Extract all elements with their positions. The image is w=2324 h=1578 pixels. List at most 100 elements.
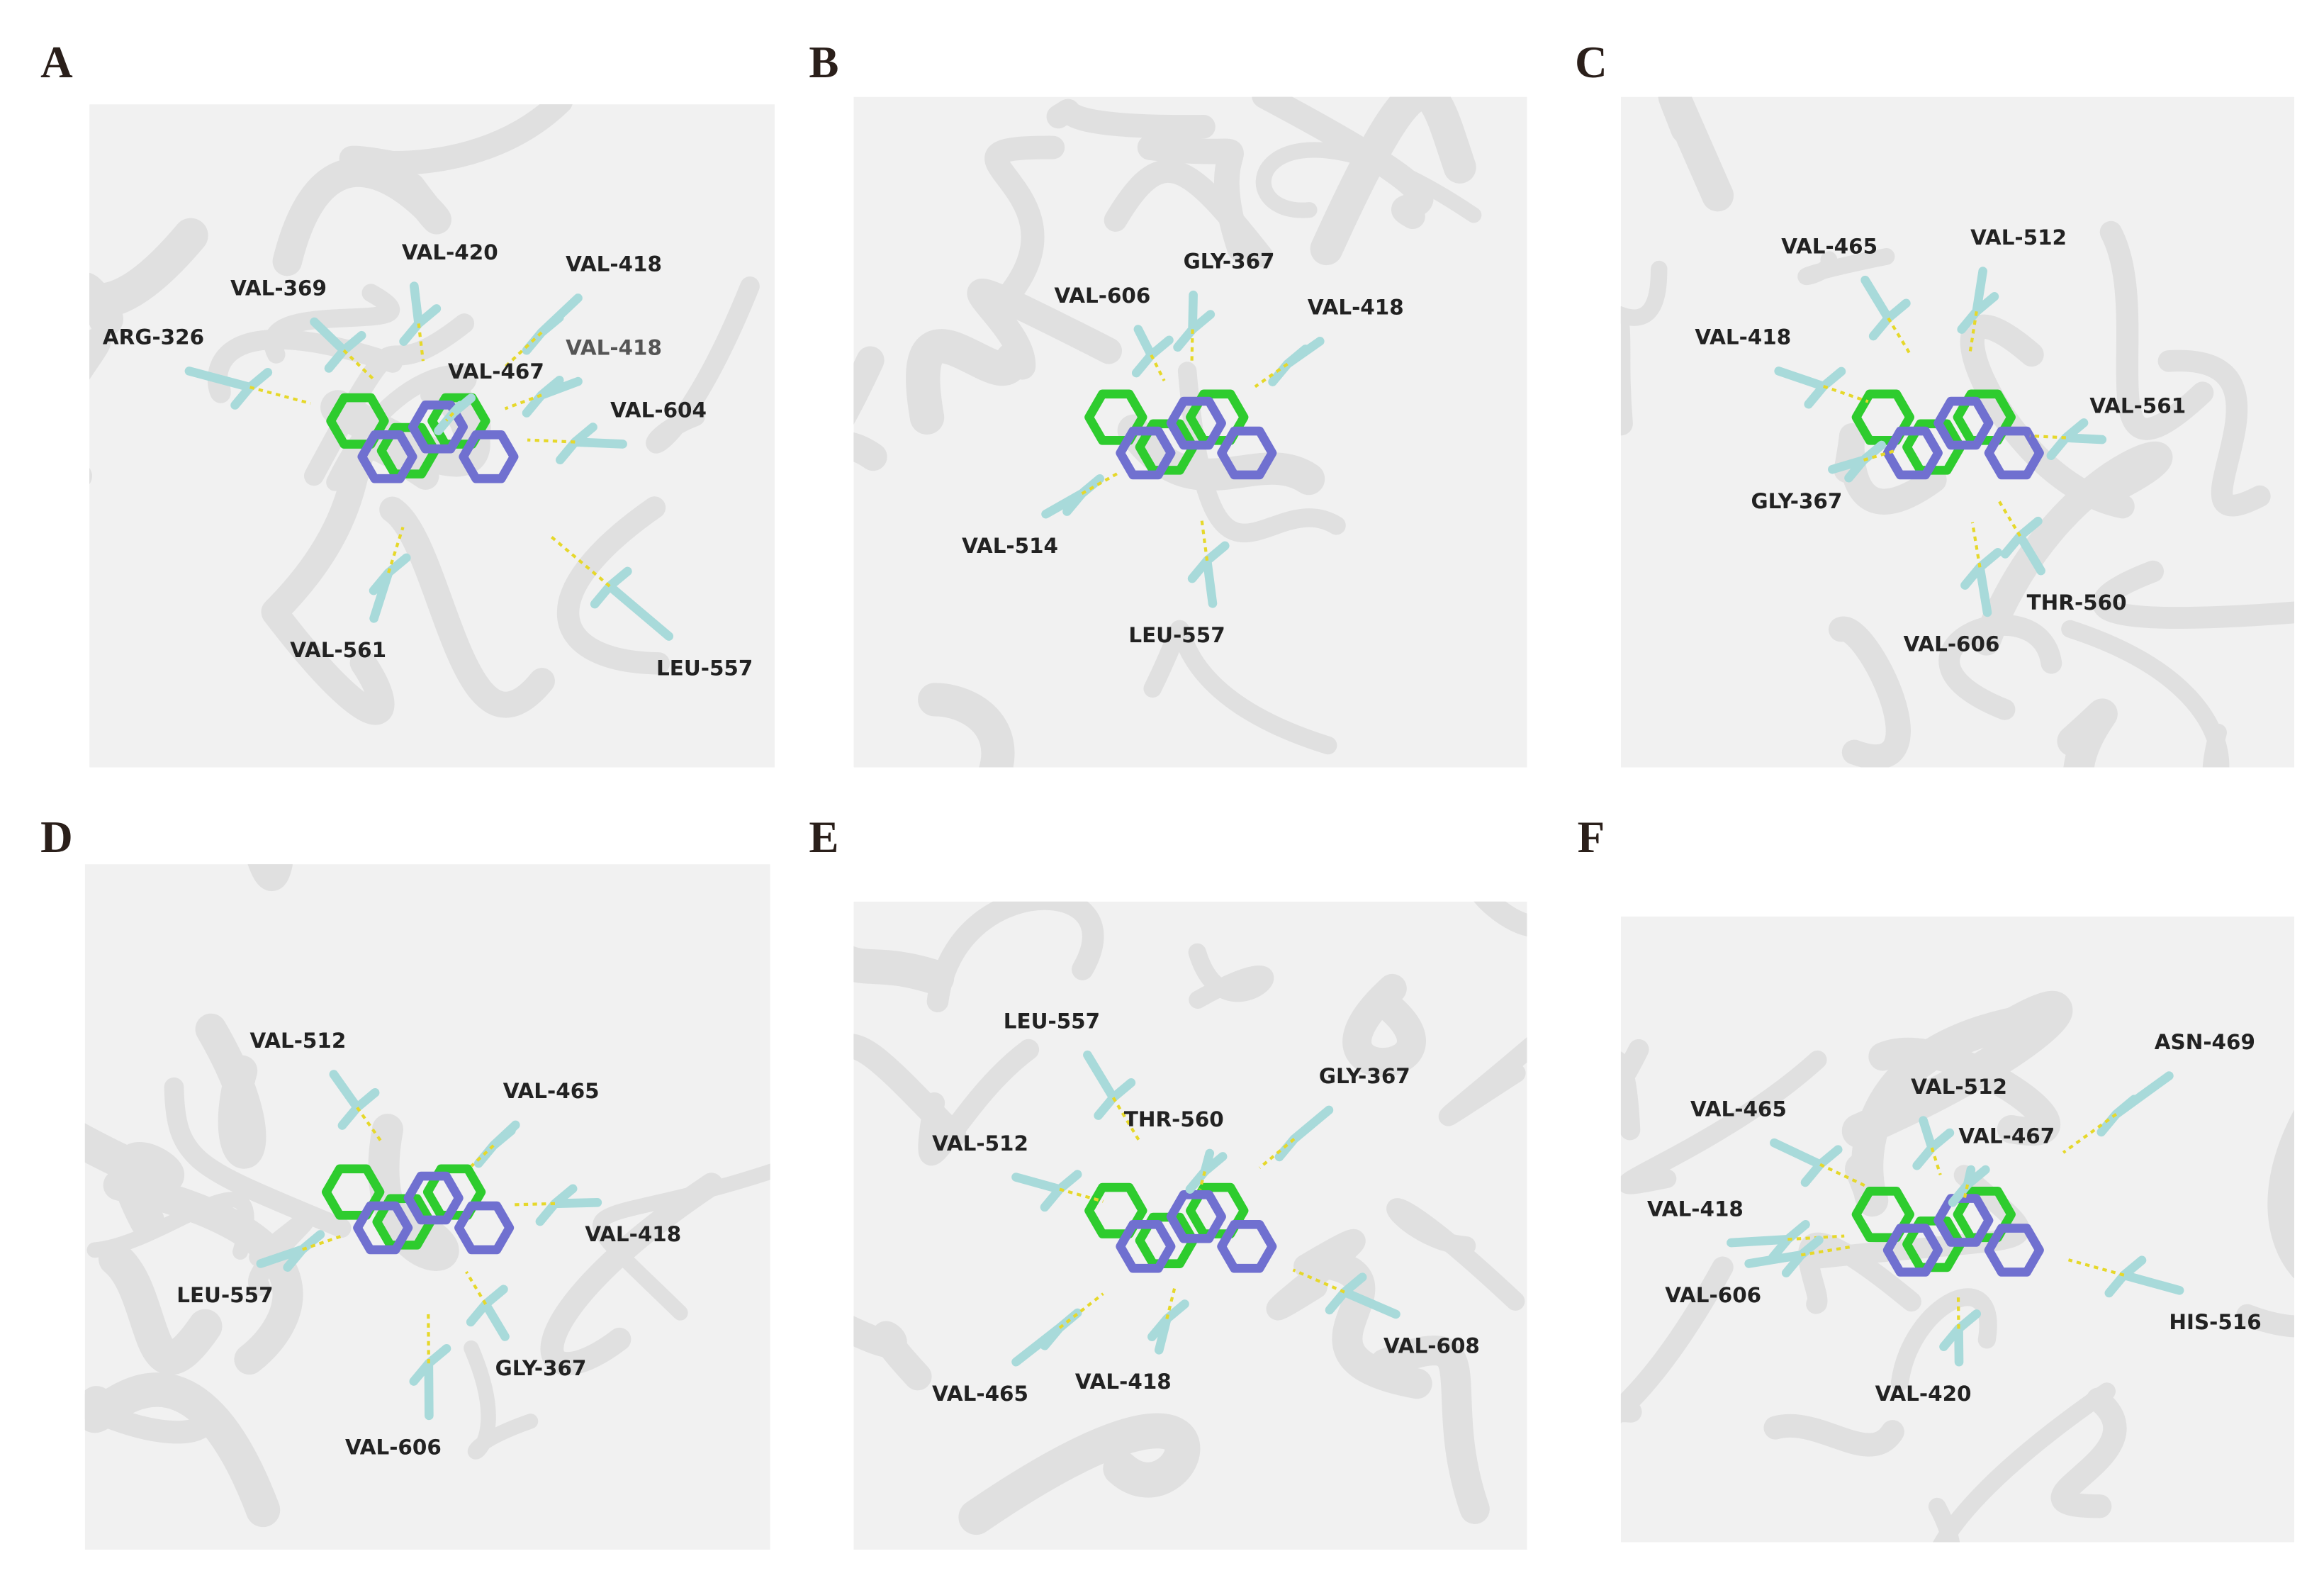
protein-ribbon [164, 1077, 352, 1238]
ligand-ring [454, 1201, 515, 1255]
hydrogen-bond [1963, 1184, 1970, 1200]
residue-stick [2046, 418, 2107, 461]
protein-ribbon [1312, 1248, 1432, 1399]
residue-stick [1939, 1309, 1982, 1367]
panel [84, 864, 770, 1550]
protein-ribbon [1620, 1256, 1734, 1423]
protein-ribbon [918, 683, 1015, 768]
panel-image [853, 96, 1527, 768]
residue-stick [1912, 1116, 1955, 1170]
residue-label: VAL-606 [345, 1436, 442, 1460]
protein-ribbon [464, 1340, 539, 1460]
residue-label: VAL-418 [566, 335, 662, 359]
ligand-ring [1933, 1194, 1994, 1247]
protein-ribbon [207, 330, 403, 403]
protein-ribbon [2051, 1387, 2127, 1518]
ligand-ring [1135, 1212, 1198, 1268]
panel-letter: A [40, 38, 73, 87]
ligand-ring [1902, 419, 1965, 475]
hydrogen-bond [1081, 471, 1119, 496]
protein-ribbon [248, 1212, 314, 1296]
protein-ribbon [1386, 1198, 1525, 1311]
panel-letter: D [40, 812, 73, 862]
ligand-ring [1984, 426, 2044, 480]
residue-stick [329, 1070, 380, 1130]
residue-label: ASN-469 [2155, 1030, 2255, 1054]
residue-label: VAL-512 [932, 1131, 1028, 1155]
residue-label: VAL-606 [1904, 632, 2000, 656]
protein-ribbon [1474, 901, 1527, 936]
residue-label: VAL-512 [1970, 225, 2067, 250]
residue-label: VAL-418 [585, 1222, 681, 1246]
hydrogen-bond [1887, 317, 1913, 357]
residue-label: VAL-514 [962, 534, 1058, 558]
residue-stick [1185, 1148, 1228, 1194]
protein-ribbon [84, 1394, 217, 1444]
hydrogen-bond [1254, 362, 1289, 388]
residue-label: VAL-608 [1383, 1334, 1480, 1358]
protein-ribbon [1620, 1039, 1649, 1141]
protein-ribbon [1868, 1038, 2060, 1146]
residue-stick [466, 1285, 510, 1341]
hydrogen-bond [1956, 1295, 1960, 1329]
panel [853, 901, 1527, 1550]
residue-label: VAL-467 [1958, 1124, 2055, 1148]
protein-ribbon [99, 1241, 223, 1375]
residue-stick [1948, 1165, 1990, 1207]
ligand-ring [1116, 426, 1176, 480]
hydrogen-bond [1970, 522, 1982, 568]
ligand-ring [1933, 396, 1994, 450]
protein-ribbon [272, 157, 451, 276]
ligand-ring [1116, 1220, 1176, 1273]
residue-label: ARG-326 [103, 325, 204, 349]
residue-label: VAL-420 [402, 240, 498, 264]
panel-letter: B [809, 38, 838, 87]
residue-stick [399, 281, 442, 346]
protein-ribbon [1928, 1382, 2116, 1543]
hydrogen-bond [1199, 1170, 1206, 1190]
panel-image [1620, 96, 2294, 768]
hydrogen-bond [1292, 1268, 1345, 1294]
panel-image [84, 864, 770, 1550]
hydrogen-bond [1997, 500, 2022, 537]
protein-ribbon [958, 1413, 1201, 1535]
hydrogen-bond [504, 393, 542, 410]
residue-stick [522, 375, 583, 418]
protein-ribbon [247, 864, 293, 891]
hydrogen-bond [465, 1270, 488, 1305]
residue-stick [1957, 267, 1999, 334]
panel-background [1620, 916, 2294, 1543]
protein-ribbon [368, 1114, 459, 1271]
hydrogen-bond [1823, 384, 1869, 403]
protein-ribbon [1188, 943, 1274, 1009]
residue-stick [1828, 440, 1887, 483]
protein-ribbon [1342, 973, 1426, 1077]
protein-ribbon [1797, 247, 1895, 285]
ligand-ring [1217, 1220, 1277, 1273]
panel [1620, 916, 2294, 1543]
residue-label: VAL-606 [1054, 284, 1150, 308]
panel-image [89, 104, 775, 768]
residue-label: GLY-367 [1319, 1064, 1410, 1088]
hydrogen-bond [444, 412, 455, 422]
ligand-ring [1984, 1224, 2044, 1277]
protein-ribbon [1310, 96, 1476, 266]
hydrogen-bond [356, 1107, 382, 1142]
residue-stick [409, 1343, 451, 1421]
protein-ribbon [1117, 414, 1325, 496]
residue-label: LEU-557 [656, 656, 753, 680]
residue-stick [1131, 325, 1174, 378]
panel-letter: E [809, 812, 838, 862]
ligand-ring [1902, 1216, 1965, 1272]
residue-stick [1727, 1219, 1810, 1262]
protein-ribbon [1046, 99, 1216, 139]
protein-ribbon [2061, 620, 2230, 768]
hydrogen-bond [1258, 1138, 1296, 1170]
protein-ribbon [1828, 616, 1911, 768]
residue-stick [1011, 1170, 1082, 1212]
ligand-ring [1135, 419, 1198, 475]
protein-ribbon [906, 329, 1030, 435]
residue-label: VAL-604 [610, 398, 707, 423]
residue-label: VAL-465 [932, 1382, 1028, 1406]
